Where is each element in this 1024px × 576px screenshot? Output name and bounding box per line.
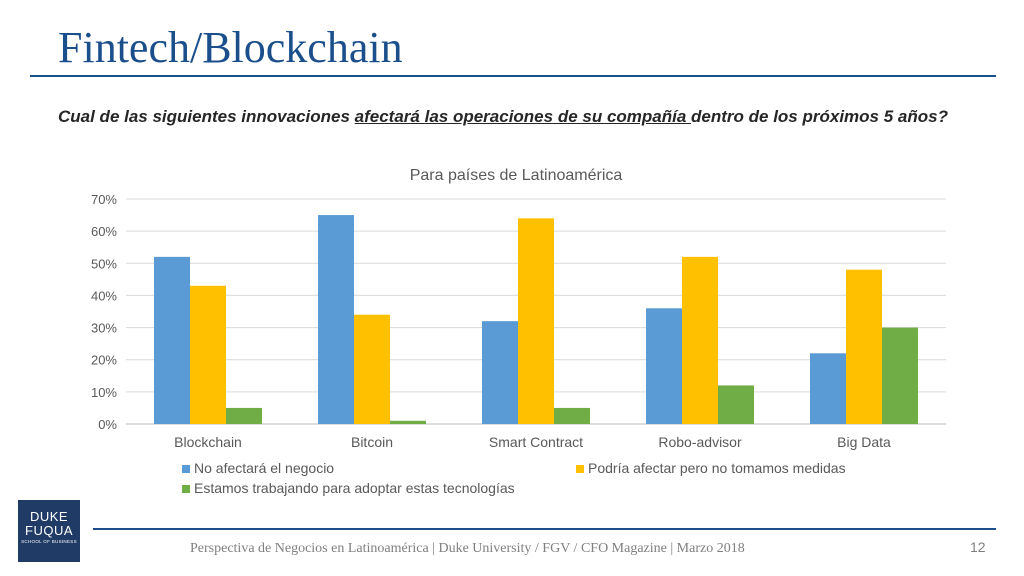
bar-3 [390, 420, 426, 424]
legend-label: Estamos trabajando para adoptar estas te… [194, 480, 515, 496]
y-tick-label: 40% [91, 288, 117, 303]
legend-swatch [182, 465, 190, 473]
bar-2 [354, 314, 390, 424]
bar-3 [882, 327, 918, 424]
footer-divider [93, 528, 996, 530]
y-tick-label: 50% [91, 256, 117, 271]
bar-3 [554, 407, 590, 424]
question-text-underlined: afectará las operaciones de su compañía [354, 107, 692, 126]
bar-3 [718, 385, 754, 424]
chart-title: Para países de Latinoamérica [410, 167, 623, 184]
bar-1 [646, 308, 682, 424]
question-text-start: Cual de las siguientes innovaciones [58, 107, 355, 126]
bar-1 [318, 215, 354, 424]
x-tick-label: Big Data [837, 434, 891, 450]
y-tick-label: 60% [91, 224, 117, 239]
x-tick-label: Bitcoin [351, 434, 393, 450]
page-number: 12 [970, 539, 986, 555]
slide-title: Fintech/Blockchain [58, 23, 403, 72]
logo-line-1: DUKE [29, 509, 69, 524]
x-tick-label: Blockchain [174, 434, 242, 450]
legend-swatch [576, 465, 584, 473]
bar-1 [482, 321, 518, 424]
bar-2 [682, 256, 718, 424]
bar-1 [154, 256, 190, 424]
bar-2 [518, 218, 554, 424]
x-tick-label: Smart Contract [489, 434, 583, 450]
logo-line-3: SCHOOL OF BUSINESS [21, 539, 77, 544]
bar-2 [846, 269, 882, 424]
y-tick-label: 0% [98, 417, 117, 432]
x-tick-label: Robo-advisor [658, 434, 742, 450]
question-text-end: dentro de los próximos 5 años? [691, 107, 948, 126]
legend-label: No afectará el negocio [194, 460, 334, 476]
bar-2 [190, 285, 226, 424]
logo-line-2: FUQUA [25, 523, 73, 538]
footer-source: Perspectiva de Negocios en Latinoamérica… [190, 541, 745, 556]
bar-1 [810, 353, 846, 424]
legend-swatch [182, 485, 190, 493]
bar-3 [226, 407, 262, 424]
duke-fuqua-logo: DUKE FUQUA SCHOOL OF BUSINESS [18, 500, 80, 562]
legend-label: Podría afectar pero no tomamos medidas [588, 460, 846, 476]
survey-question: Cual de las siguientes innovaciones afec… [58, 106, 958, 127]
y-tick-label: 10% [91, 385, 117, 400]
y-tick-label: 70% [91, 192, 117, 207]
title-divider [30, 75, 996, 77]
y-tick-label: 30% [91, 321, 117, 336]
y-tick-label: 20% [91, 353, 117, 368]
